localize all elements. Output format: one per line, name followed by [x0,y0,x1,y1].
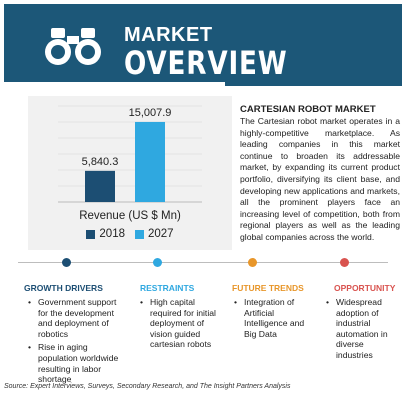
list-item: Integration of Artificial Intelligence a… [234,297,310,339]
header-accent-bar [225,76,402,86]
revenue-chart: 5,840.3 15,007.9 Revenue (US $ Mn) 2018 2… [28,96,232,250]
market-title: CARTESIAN ROBOT MARKET [240,104,376,115]
source-note: Source: Expert Interviews, Surveys, Seco… [4,383,291,390]
bar-value-label-2018: 5,840.3 [82,156,119,168]
list-item: Widespread adoption of industrial automa… [326,297,398,361]
binoculars-icon [45,28,101,65]
timeline-line [18,262,388,263]
legend-swatch-2027 [135,229,144,239]
legend-item-2027: 2027 [135,228,174,240]
section-list-restraints: High capital required for initial deploy… [140,297,228,353]
legend-label-2027: 2027 [148,228,174,240]
chart-canvas: 5,840.3 15,007.9 [58,105,202,203]
bar-2027 [135,121,165,202]
section-list-opportunity: Widespread adoption of industrial automa… [326,297,398,364]
chart-legend: 2018 2027 [28,228,232,240]
title-overview: OVERVIEW [124,44,288,82]
title-market: MARKET [124,24,213,46]
list-item: High capital required for initial deploy… [140,297,228,350]
bar-2018 [85,170,115,202]
chart-gridlines [58,105,202,203]
section-title-opportunity: OPPORTUNITY [334,283,396,293]
list-item: Government support for the development a… [28,297,128,339]
section-title-future-trends: FUTURE TRENDS [232,283,304,293]
section-list-future-trends: Integration of Artificial Intelligence a… [234,297,310,342]
timeline-dot-growth-drivers [62,258,71,267]
timeline-dot-restraints [153,258,162,267]
timeline-dot-opportunity [340,258,349,267]
section-list-growth-drivers: Government support for the development a… [28,297,128,388]
list-item: Rise in aging population worldwide resul… [28,342,128,384]
legend-swatch-2018 [86,229,96,239]
legend-label-2018: 2018 [99,228,125,240]
bar-value-label-2027: 15,007.9 [129,107,172,119]
market-description: The Cartesian robot market operates in a… [240,116,400,242]
timeline-dot-future-trends [248,258,257,267]
section-title-restraints: RESTRAINTS [140,283,195,293]
section-title-growth-drivers: GROWTH DRIVERS [24,283,103,293]
header-banner: MARKET OVERVIEW [4,4,402,82]
legend-item-2018: 2018 [86,228,125,240]
chart-x-label: Revenue (US $ Mn) [79,210,181,222]
